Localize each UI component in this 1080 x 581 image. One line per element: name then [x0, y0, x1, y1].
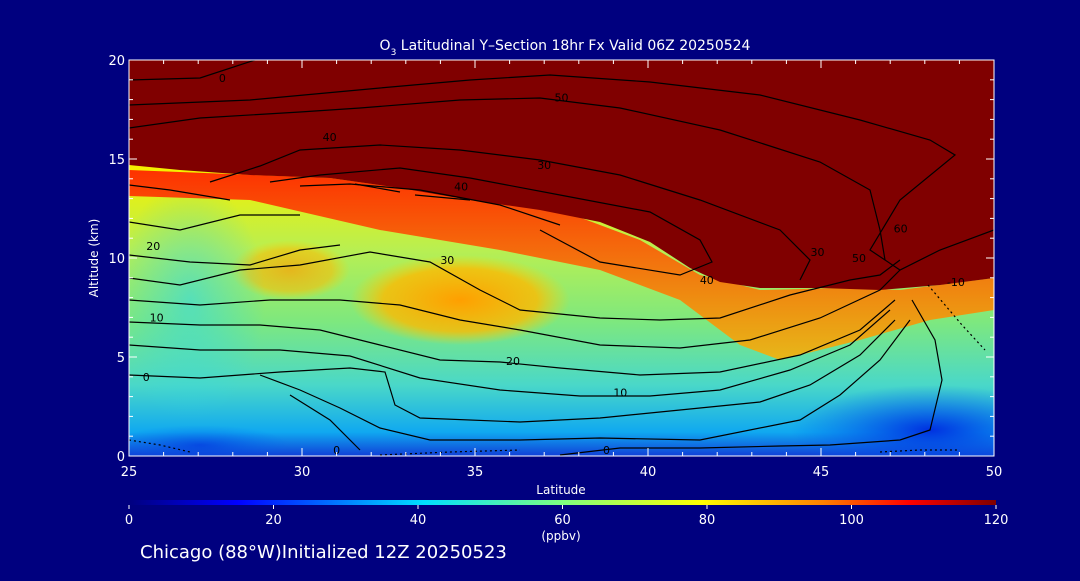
contour-label: 30	[440, 254, 454, 267]
x-tick-label: 50	[986, 465, 1003, 480]
y-tick-label: 10	[108, 252, 125, 267]
contour-label: 30	[811, 246, 825, 259]
contour-label: 0	[219, 72, 226, 85]
x-tick-label: 45	[813, 465, 830, 480]
contour-label: 60	[894, 222, 908, 235]
contour-label: 10	[613, 387, 627, 400]
y-tick-label: 20	[108, 54, 125, 69]
x-tick-label: 40	[640, 465, 657, 480]
heatmap-field	[129, 60, 994, 456]
y-axis: 0 5 10 15 20	[108, 54, 994, 465]
location-init-label: Chicago (88°W)Initialized 12Z 20250523	[140, 542, 507, 563]
colorbar-ticks: 0 20 40 60 80 100 120	[125, 505, 1009, 528]
colorbar-tick-label: 60	[554, 513, 571, 528]
contour-label-layer: 0 50 40 30 40 20 30 40 30 50 60 10 20 0 10 0 0 -10	[143, 72, 965, 457]
contour-label: 0	[603, 444, 610, 457]
contour-label: 10	[150, 311, 164, 324]
x-axis: 25 30 35 40 45 50	[121, 60, 1003, 480]
contour-label: 40	[454, 181, 468, 194]
y-axis-label: Altitude (km)	[87, 219, 101, 298]
y-tick-label: 15	[108, 153, 125, 168]
contour-label: 30	[537, 159, 551, 172]
contour-label: 50	[852, 252, 866, 265]
contour-label: 40	[323, 131, 337, 144]
colorbar-tick-label: 20	[265, 513, 282, 528]
colorbar-tick-label: 100	[839, 513, 864, 528]
colorbar-tick-label: 40	[410, 513, 427, 528]
contour-label: 20	[506, 355, 520, 368]
contour-label: 20	[146, 240, 160, 253]
colorbar-tick-label: 80	[699, 513, 716, 528]
x-tick-label: 25	[121, 465, 138, 480]
colorbar	[129, 500, 996, 505]
y-tick-label: 0	[117, 450, 125, 465]
x-axis-label: Latitude	[536, 483, 585, 497]
contour-label: 50	[555, 92, 569, 105]
contour-lines	[129, 60, 994, 456]
x-tick-label: 35	[467, 465, 484, 480]
y-tick-label: 5	[117, 351, 125, 366]
dashed-contours	[129, 284, 986, 456]
colorbar-tick-label: 120	[984, 513, 1009, 528]
contour-label: -10	[947, 276, 965, 289]
contour-label: 0	[143, 371, 150, 384]
contour-label: 40	[700, 274, 714, 287]
colorbar-tick-label: 0	[125, 513, 133, 528]
chart-title: O3 Latitudinal Y–Section 18hr Fx Valid 0…	[380, 38, 751, 58]
x-tick-label: 30	[294, 465, 311, 480]
colorbar-unit-label: (ppbv)	[541, 529, 580, 543]
contour-label: 0	[333, 444, 340, 457]
